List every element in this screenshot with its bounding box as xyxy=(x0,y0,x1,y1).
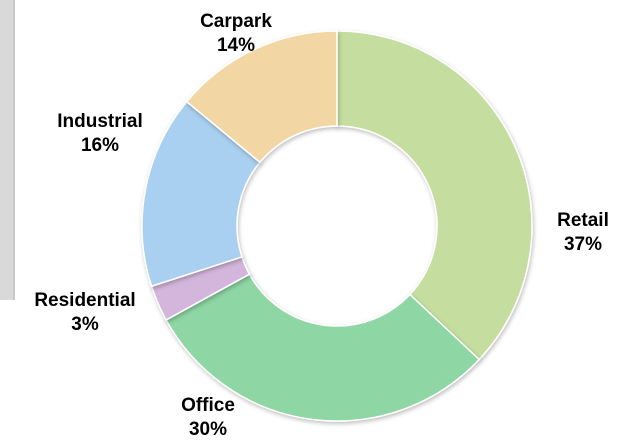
label-industrial: Industrial 16% xyxy=(57,111,143,156)
label-retail: Retail 37% xyxy=(557,210,609,255)
label-industrial-name: Industrial xyxy=(57,111,143,132)
label-retail-name: Retail xyxy=(557,210,609,231)
slice-retail xyxy=(336,30,533,361)
label-carpark-percent: 14% xyxy=(217,35,255,56)
label-office: Office 30% xyxy=(181,395,235,440)
label-office-percent: 30% xyxy=(189,419,227,440)
label-carpark-name: Carpark xyxy=(200,11,272,32)
side-panel-strip xyxy=(0,0,13,300)
label-residential-name: Residential xyxy=(34,290,135,311)
slice-labels: Retail 37% Office 30% Residential 3% Industria… xyxy=(34,11,609,440)
label-carpark: Carpark 14% xyxy=(200,11,272,56)
label-residential: Residential 3% xyxy=(34,290,135,335)
side-panel-edge xyxy=(13,0,15,300)
slice-carpark xyxy=(185,30,338,164)
label-office-name: Office xyxy=(181,395,235,416)
label-residential-percent: 3% xyxy=(71,314,99,335)
label-industrial-percent: 16% xyxy=(81,135,119,156)
slice-office xyxy=(165,273,481,422)
donut-slices xyxy=(141,30,533,422)
label-retail-percent: 37% xyxy=(564,234,602,255)
